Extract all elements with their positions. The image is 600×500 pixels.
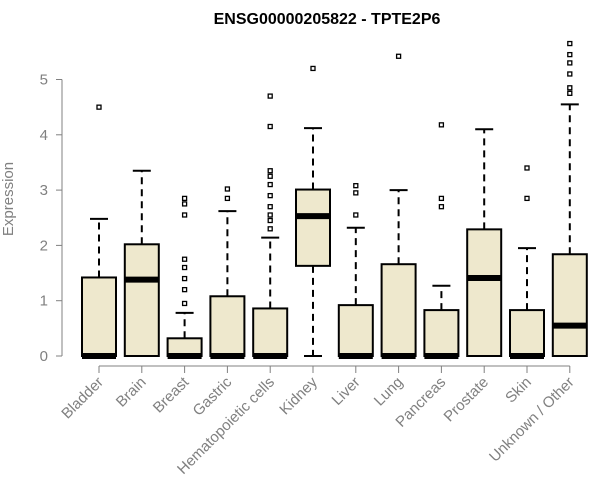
outlier-point (267, 93, 273, 99)
y-tick-label: 2 (40, 237, 48, 254)
outlier-point (181, 275, 188, 282)
y-tick-label: 5 (40, 72, 48, 89)
outlier-point (567, 71, 573, 77)
x-tick-label: Skin (502, 374, 535, 407)
outlier-point (438, 122, 445, 128)
box (81, 276, 117, 357)
x-tick-label: Bladder (58, 374, 107, 423)
outlier-point (267, 204, 273, 210)
box (380, 263, 417, 357)
box (423, 309, 460, 358)
outlier-point (267, 123, 273, 130)
box (509, 309, 545, 358)
outlier-point (181, 201, 188, 207)
y-axis-label: Expression (0, 162, 17, 236)
y-tick-label: 4 (40, 127, 48, 144)
outlier-point (524, 165, 530, 171)
outlier-point (567, 51, 573, 58)
box (337, 304, 374, 357)
outlier-point (267, 173, 273, 179)
y-tick-label: 0 (40, 348, 48, 365)
box (295, 188, 331, 267)
box (466, 228, 503, 358)
box (209, 295, 246, 357)
outlier-point (181, 286, 188, 293)
outlier-point (181, 256, 188, 262)
x-tick-label: Liver (329, 374, 364, 409)
outlier-point (267, 217, 273, 224)
outlier-point (267, 168, 273, 174)
outlier-point (181, 300, 188, 307)
outlier-point (96, 104, 102, 110)
outlier-point (395, 53, 402, 59)
outlier-point (567, 40, 573, 47)
outlier-point (438, 204, 445, 210)
outlier-point (224, 186, 231, 192)
x-tick-label: Lung (371, 374, 407, 410)
outlier-point (224, 195, 231, 202)
x-tick-label: Brain (113, 374, 150, 411)
outlier-point (567, 90, 573, 96)
outlier-point (181, 195, 188, 202)
y-tick-label: 3 (40, 182, 48, 199)
outlier-point (567, 85, 573, 91)
outlier-point (267, 181, 273, 188)
box (551, 253, 588, 357)
x-tick-label: Breast (150, 373, 193, 416)
outlier-point (353, 190, 359, 196)
outlier-point (181, 264, 188, 271)
outlier-point (267, 226, 273, 232)
x-tick-label: Prostate (440, 374, 492, 426)
outlier-point (524, 195, 530, 202)
outlier-point (267, 192, 273, 199)
outlier-point (353, 183, 359, 189)
outlier-point (353, 212, 359, 218)
x-tick-label: Kidney (276, 373, 321, 418)
chart-title: ENSG00000205822 - TPTE2P6 (214, 11, 441, 28)
y-tick-label: 1 (40, 293, 48, 310)
outlier-point (310, 65, 316, 72)
outlier-point (267, 212, 273, 218)
outlier-point (181, 212, 188, 218)
outlier-point (438, 195, 445, 202)
box (252, 307, 289, 357)
outlier-point (567, 60, 573, 66)
box (123, 243, 160, 358)
